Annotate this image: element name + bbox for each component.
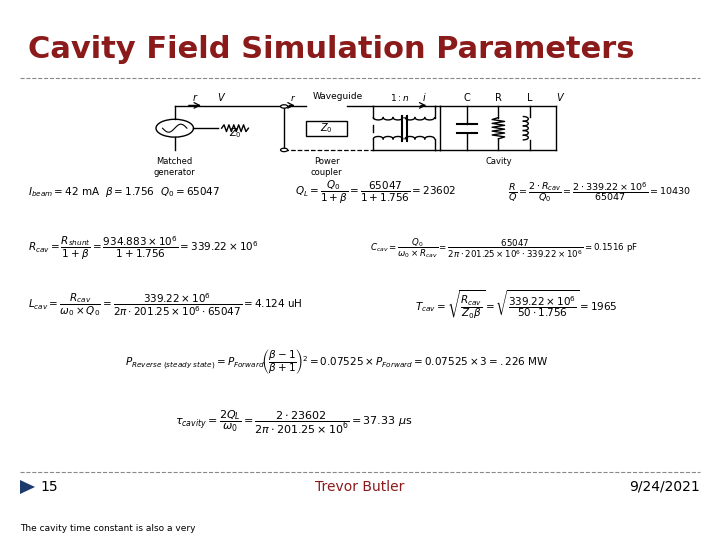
Text: $Q_L = \dfrac{Q_0}{1+\beta} = \dfrac{65047}{1+1.756} = 23602$: $Q_L = \dfrac{Q_0}{1+\beta} = \dfrac{650…	[295, 179, 456, 206]
Text: Cavity Field Simulation Parameters: Cavity Field Simulation Parameters	[28, 35, 634, 64]
Text: $i$: $i$	[423, 91, 427, 103]
Text: $P_{Reverse\ (steady\ state)} = P_{Forward}\!\left(\dfrac{\beta-1}{\beta+1}\righ: $P_{Reverse\ (steady\ state)} = P_{Forwa…	[125, 348, 549, 376]
Text: $1:n$: $1:n$	[390, 92, 410, 103]
Text: $\tau_{cavity} = \dfrac{2Q_L}{\omega_0} = \dfrac{2\cdot 23602}{2\pi\cdot 201.25\: $\tau_{cavity} = \dfrac{2Q_L}{\omega_0} …	[175, 408, 413, 436]
Text: $r$: $r$	[192, 92, 198, 103]
Text: $V$: $V$	[557, 91, 565, 103]
Text: R: R	[495, 93, 502, 103]
Text: $r$: $r$	[290, 93, 296, 103]
Text: $T_{cav} = \sqrt{\dfrac{R_{cav}}{Z_0\beta}} = \sqrt{\dfrac{339.22\times 10^6}{50: $T_{cav} = \sqrt{\dfrac{R_{cav}}{Z_0\bet…	[415, 288, 618, 321]
Text: $Z_0$: $Z_0$	[229, 127, 241, 140]
Polygon shape	[20, 480, 35, 494]
Text: Waveguide: Waveguide	[312, 92, 363, 101]
Circle shape	[281, 148, 288, 152]
Text: $\dfrac{R}{Q} = \dfrac{2\cdot R_{cav}}{Q_0} = \dfrac{2\cdot 339.22\times 10^6}{6: $\dfrac{R}{Q} = \dfrac{2\cdot R_{cav}}{Q…	[508, 180, 690, 204]
Text: Trevor Butler: Trevor Butler	[315, 480, 405, 494]
Text: C: C	[464, 93, 470, 103]
Text: $I_{beam} = 42\ \mathrm{mA}\ \ \beta = 1.756\ \ Q_0 = 65047$: $I_{beam} = 42\ \mathrm{mA}\ \ \beta = 1…	[28, 185, 220, 199]
Text: $C_{cav} = \dfrac{Q_0}{\omega_0\times R_{cav}} = \dfrac{65047}{2\pi\cdot 201.25\: $C_{cav} = \dfrac{Q_0}{\omega_0\times R_…	[370, 236, 638, 260]
Text: Cavity: Cavity	[485, 157, 512, 166]
Text: $L_{cav} = \dfrac{R_{cav}}{\omega_0\times Q_0} = \dfrac{339.22\times 10^6}{2\pi\: $L_{cav} = \dfrac{R_{cav}}{\omega_0\time…	[28, 292, 302, 319]
Text: 9/24/2021: 9/24/2021	[629, 480, 700, 494]
Bar	[307, 121, 346, 136]
Text: $Z_0$: $Z_0$	[320, 122, 333, 135]
Text: L: L	[527, 93, 532, 103]
Text: The cavity time constant is also a very: The cavity time constant is also a very	[20, 524, 196, 533]
Circle shape	[281, 105, 288, 108]
Text: Matched
generator: Matched generator	[154, 157, 196, 177]
Text: 15: 15	[40, 480, 58, 494]
Text: $V$: $V$	[217, 91, 226, 103]
Text: Power
coupler: Power coupler	[311, 157, 342, 177]
Text: $R_{cav} = \dfrac{R_{shunt}}{1+\beta} = \dfrac{934.883\times 10^6}{1+1.756} = 33: $R_{cav} = \dfrac{R_{shunt}}{1+\beta} = …	[28, 234, 258, 261]
